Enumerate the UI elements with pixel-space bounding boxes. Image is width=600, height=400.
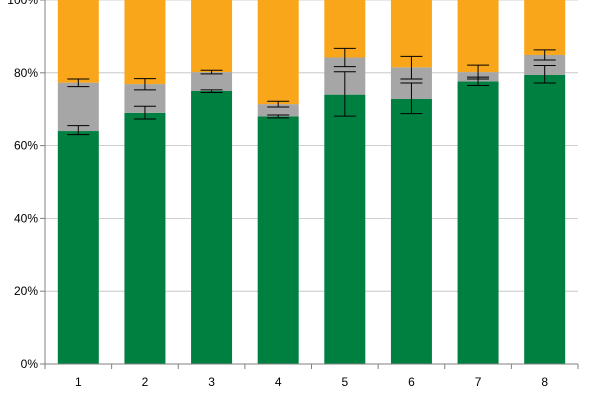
- axes: [40, 0, 579, 369]
- error-bar: [333, 71, 356, 117]
- error-bar: [267, 100, 290, 108]
- bar-segment: [524, 0, 566, 55]
- bar-segment: [191, 91, 233, 364]
- x-tick-label: 8: [541, 375, 548, 389]
- y-tick-label: 60%: [14, 139, 38, 153]
- bar-segment: [191, 72, 233, 91]
- error-bar: [67, 125, 90, 136]
- bar-segment: [124, 0, 166, 85]
- x-tick-label: 3: [208, 375, 215, 389]
- bar-segment: [257, 0, 299, 105]
- error-bar: [267, 114, 290, 119]
- y-tick-label: 40%: [14, 211, 38, 225]
- error-bar: [133, 105, 156, 120]
- bar-segment: [457, 81, 499, 364]
- x-tick-label: 5: [341, 375, 348, 389]
- x-tick-label: 1: [75, 375, 82, 389]
- y-tick-label: 20%: [14, 284, 38, 298]
- bar-segment: [324, 94, 366, 364]
- x-tick-label: 4: [275, 375, 282, 389]
- error-bar: [133, 78, 156, 91]
- error-bar: [400, 82, 423, 115]
- x-tick-label: 2: [142, 375, 149, 389]
- error-bar: [333, 47, 356, 68]
- bar-segment: [124, 112, 166, 364]
- bar-segment: [191, 0, 233, 73]
- error-bar: [400, 55, 423, 80]
- bar-segment: [57, 82, 99, 132]
- x-tick-label: 7: [475, 375, 482, 389]
- error-bar: [467, 64, 490, 80]
- bar-segment: [390, 99, 432, 365]
- bar-segment: [524, 74, 566, 364]
- y-tick-labels: 0% 20% 40% 60% 80% 100%: [7, 0, 38, 371]
- bar-segment: [457, 0, 499, 73]
- bar-segment: [257, 116, 299, 364]
- x-tick-label: 6: [408, 375, 415, 389]
- error-bar: [67, 78, 90, 88]
- y-tick-label: 80%: [14, 66, 38, 80]
- x-tick-labels: 1 2 3 4 5 6 7 8: [75, 375, 548, 389]
- error-bar: [533, 65, 556, 84]
- error-bar: [200, 69, 223, 75]
- bars: [57, 0, 566, 365]
- error-bar: [533, 49, 556, 61]
- y-tick-label: 100%: [7, 0, 38, 7]
- bar-segment: [57, 131, 99, 364]
- y-tick-label: 0%: [21, 357, 39, 371]
- error-bar: [200, 89, 223, 93]
- bar-segment: [57, 0, 99, 83]
- error-bars: [67, 47, 556, 136]
